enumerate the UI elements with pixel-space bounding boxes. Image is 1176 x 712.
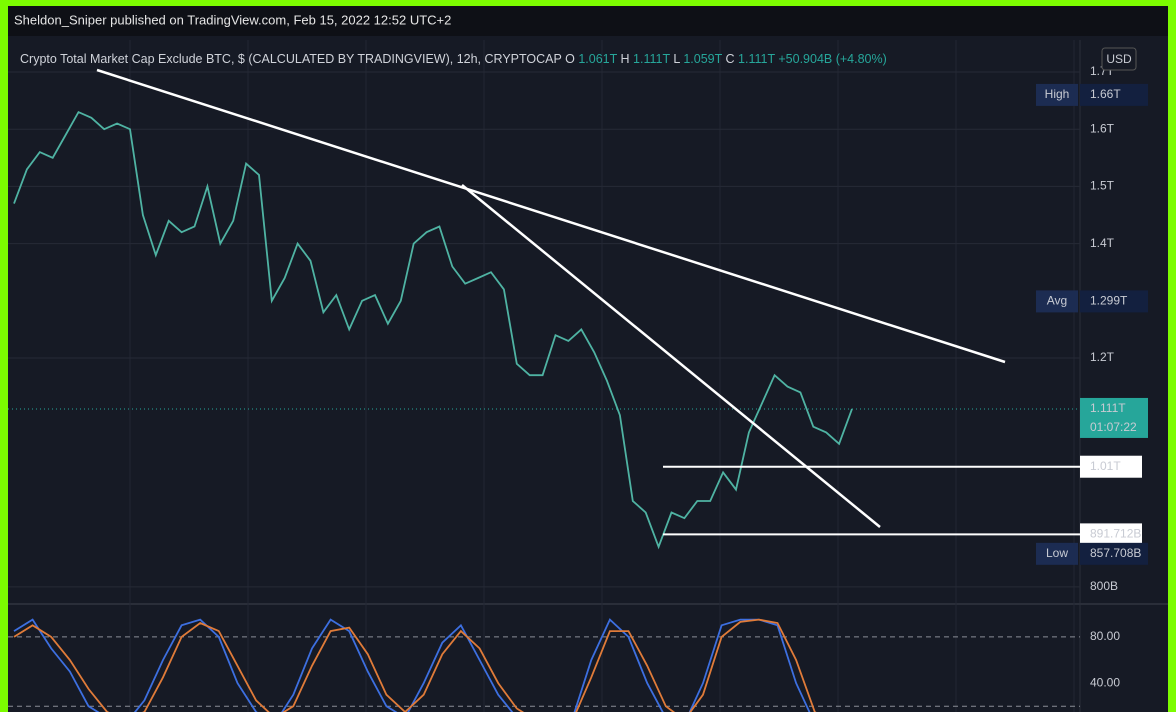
- y-tick-label: 1.4T: [1090, 236, 1115, 250]
- y-tick-label: 1.6T: [1090, 121, 1115, 135]
- ohlc-value: 1.059T: [683, 52, 722, 66]
- stat-value: 857.708B: [1090, 546, 1141, 560]
- legend: Crypto Total Market Cap Exclude BTC, $ (…: [20, 52, 887, 66]
- stat-tag-box: [1036, 83, 1078, 106]
- stat-value: 1.66T: [1090, 87, 1121, 101]
- header-bar: [8, 6, 1168, 36]
- stat-tag: High: [1045, 87, 1070, 101]
- symbol: Crypto Total Market Cap Exclude BTC, $ (…: [20, 52, 562, 66]
- trendline: [461, 184, 881, 528]
- vertical-grid: [129, 40, 1075, 712]
- y-tick-label: 1.2T: [1090, 350, 1115, 364]
- current-price: 1.111T: [1090, 401, 1126, 415]
- chart-background: [8, 6, 1168, 712]
- series-group: [13, 618, 817, 712]
- ohlc-value: 1.111T: [633, 52, 670, 66]
- ohlc-value: 1.111T: [738, 52, 775, 66]
- change: +50.904B (+4.80%): [778, 52, 886, 66]
- ohlc-key: H: [621, 52, 630, 66]
- stat-tag-box: [1036, 542, 1078, 565]
- stat-value-box: [1080, 542, 1148, 565]
- level-label-box: [1080, 455, 1142, 478]
- series-line: [13, 618, 811, 712]
- publisher: Sheldon_Sniper published on TradingView.…: [14, 12, 451, 27]
- currency[interactable]: USD: [1106, 52, 1132, 66]
- series-line: [13, 110, 853, 550]
- y-tick-label: 80.00: [1090, 629, 1120, 643]
- stat-tag: Avg: [1047, 294, 1067, 308]
- countdown: 01:07:22: [1090, 420, 1137, 434]
- trendline: [96, 68, 1006, 364]
- level-label-box: [1080, 523, 1142, 546]
- y-tick-label: 1.5T: [1090, 179, 1115, 193]
- stat-value-box: [1080, 83, 1148, 106]
- currency-box[interactable]: [1101, 47, 1137, 71]
- series-line: [13, 618, 817, 712]
- y-tick-label: 800B: [1090, 579, 1118, 593]
- level-label: 891.712B: [1090, 527, 1141, 541]
- stat-tag: Low: [1046, 546, 1068, 560]
- series-group: [13, 110, 853, 550]
- stat-value: 1.299T: [1090, 294, 1128, 308]
- level-label: 1.01T: [1090, 459, 1121, 473]
- y-tick-label: 40.00: [1090, 675, 1120, 689]
- ohlc-key: L: [673, 52, 680, 66]
- stat-tag-box: [1036, 290, 1078, 313]
- ohlc-key: O: [565, 52, 575, 66]
- ohlc-key: C: [726, 52, 735, 66]
- ohlc-value: 1.061T: [578, 52, 617, 66]
- current-price-box: [1080, 397, 1148, 438]
- stat-value-box: [1080, 290, 1148, 313]
